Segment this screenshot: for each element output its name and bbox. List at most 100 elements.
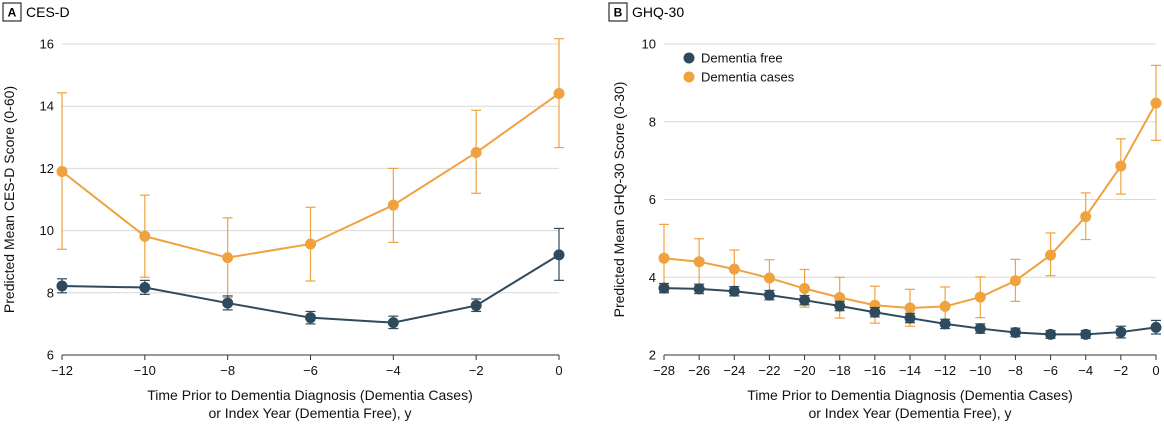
y-tick-label: 12 <box>40 161 54 176</box>
data-point <box>693 256 705 268</box>
y-tick-label: 6 <box>47 348 54 363</box>
data-point <box>728 263 740 275</box>
x-axis-title-line2: or Index Year (Dementia Free), y <box>208 405 411 421</box>
data-point <box>1115 160 1127 172</box>
data-point <box>763 289 775 301</box>
y-tick-label: 10 <box>40 223 54 238</box>
data-point <box>693 283 705 295</box>
y-tick-label: 8 <box>47 285 54 300</box>
x-tick-label: −24 <box>723 363 745 378</box>
data-point <box>1009 326 1021 338</box>
x-tick-label: −26 <box>688 363 710 378</box>
data-point <box>658 282 670 294</box>
x-tick-label: −4 <box>1078 363 1093 378</box>
data-point <box>799 294 811 306</box>
y-tick-label: 2 <box>649 348 656 363</box>
x-tick-label: −16 <box>864 363 886 378</box>
data-point <box>1045 328 1057 340</box>
data-point <box>834 300 846 312</box>
series-dementia-free <box>658 282 1162 340</box>
x-tick-label: −8 <box>220 363 235 378</box>
legend-label: Dementia cases <box>701 70 795 85</box>
data-point <box>470 147 482 159</box>
data-point <box>139 230 151 242</box>
panel-label-box <box>2 2 22 22</box>
y-tick-label: 16 <box>40 37 54 52</box>
chart-panel-a: A CES-D 6 8 10 12 14 16 −12 −10 −8 −6 −4 −2 0 Time Prio… <box>1 2 565 421</box>
data-point <box>56 280 68 292</box>
data-point <box>553 87 565 99</box>
y-tick-label: 6 <box>649 192 656 207</box>
data-point <box>869 306 881 318</box>
data-point <box>658 252 670 264</box>
data-point <box>939 318 951 330</box>
x-tick-label: −20 <box>794 363 816 378</box>
data-point <box>387 199 399 211</box>
x-tick-label: −4 <box>386 363 401 378</box>
data-point <box>728 285 740 297</box>
x-tick-label: −10 <box>969 363 991 378</box>
x-tick-label: −28 <box>653 363 675 378</box>
x-tick-label: −2 <box>469 363 484 378</box>
data-point <box>1009 275 1021 287</box>
data-point <box>763 272 775 284</box>
panel-label-box <box>608 2 628 22</box>
data-point <box>387 317 399 329</box>
data-point <box>1045 249 1057 261</box>
x-tick-label: 0 <box>1152 363 1159 378</box>
data-point <box>1080 328 1092 340</box>
data-point <box>974 291 986 303</box>
panel-label: B <box>614 6 623 20</box>
data-point <box>305 312 316 324</box>
x-tick-label: −22 <box>758 363 780 378</box>
chart-title: CES-D <box>26 4 70 20</box>
data-point <box>1080 211 1092 223</box>
y-tick-label: 8 <box>649 114 656 129</box>
x-tick-label: −8 <box>1008 363 1023 378</box>
x-tick-label: −6 <box>1043 363 1058 378</box>
x-tick-label: −14 <box>899 363 921 378</box>
x-axis-title-line2: or Index Year (Dementia Free), y <box>808 405 1011 421</box>
data-point <box>904 312 916 324</box>
data-point <box>139 282 151 294</box>
y-tick-label: 10 <box>642 37 656 52</box>
y-tick-label: 4 <box>649 270 656 285</box>
x-tick-label: −10 <box>134 363 156 378</box>
series-dementia-cases <box>658 64 1162 327</box>
series-dementia-cases <box>56 38 565 299</box>
data-point <box>222 297 234 309</box>
x-tick-label: −12 <box>51 363 73 378</box>
y-axis-title: Predicted Mean CES-D Score (0-60) <box>1 86 17 313</box>
x-tick-label: −2 <box>1113 363 1128 378</box>
data-point <box>939 300 951 312</box>
chart-title: GHQ-30 <box>632 4 684 20</box>
data-point <box>1115 326 1127 338</box>
data-point <box>553 249 565 261</box>
data-point <box>834 291 846 303</box>
x-tick-label: −6 <box>303 363 318 378</box>
data-point <box>974 323 986 335</box>
legend-marker <box>683 52 695 64</box>
data-point <box>305 238 316 250</box>
data-point <box>799 283 811 295</box>
y-axis-title: Predicted Mean GHQ-30 Score (0-30) <box>611 82 627 318</box>
x-tick-label: 0 <box>555 363 562 378</box>
y-tick-label: 14 <box>40 99 54 114</box>
legend-label: Dementia free <box>701 51 783 66</box>
x-axis-title-line1: Time Prior to Dementia Diagnosis (Dement… <box>747 387 1072 403</box>
data-point <box>56 166 68 178</box>
data-point <box>470 300 482 312</box>
x-axis-title-line1: Time Prior to Dementia Diagnosis (Dement… <box>147 387 472 403</box>
legend-marker <box>683 71 695 83</box>
data-point <box>1150 97 1162 109</box>
x-tick-label: −12 <box>934 363 956 378</box>
legend-box <box>681 46 811 90</box>
data-point <box>904 302 916 314</box>
data-point <box>1150 321 1162 333</box>
series-dementia-free <box>56 227 565 330</box>
panel-label: A <box>8 6 17 20</box>
x-tick-label: −18 <box>829 363 851 378</box>
data-point <box>222 252 234 264</box>
